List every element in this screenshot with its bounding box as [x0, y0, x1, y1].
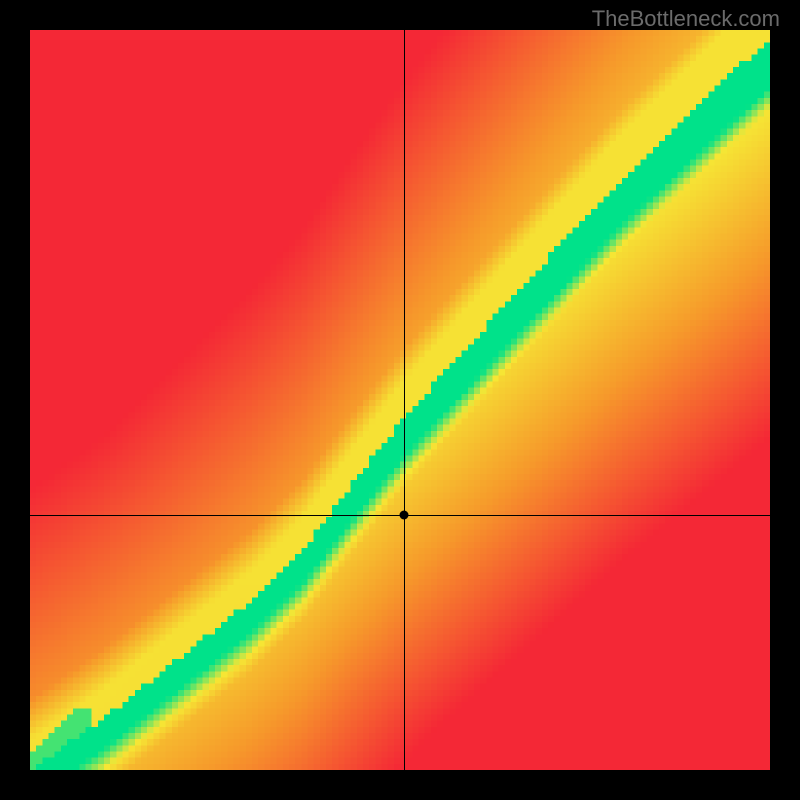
heatmap-canvas	[30, 30, 770, 770]
crosshair-vertical	[404, 30, 405, 770]
chart-container: TheBottleneck.com	[0, 0, 800, 800]
heatmap-plot	[30, 30, 770, 770]
watermark-text: TheBottleneck.com	[592, 6, 780, 32]
crosshair-marker	[399, 510, 408, 519]
